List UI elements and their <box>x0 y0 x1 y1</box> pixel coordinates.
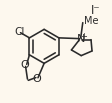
Text: I⁻: I⁻ <box>90 4 100 17</box>
Text: Me: Me <box>83 16 97 26</box>
Text: O: O <box>32 74 40 84</box>
Text: O: O <box>20 60 29 70</box>
Text: Cl: Cl <box>14 27 24 37</box>
Text: +: + <box>80 32 87 41</box>
Text: N: N <box>76 34 84 44</box>
